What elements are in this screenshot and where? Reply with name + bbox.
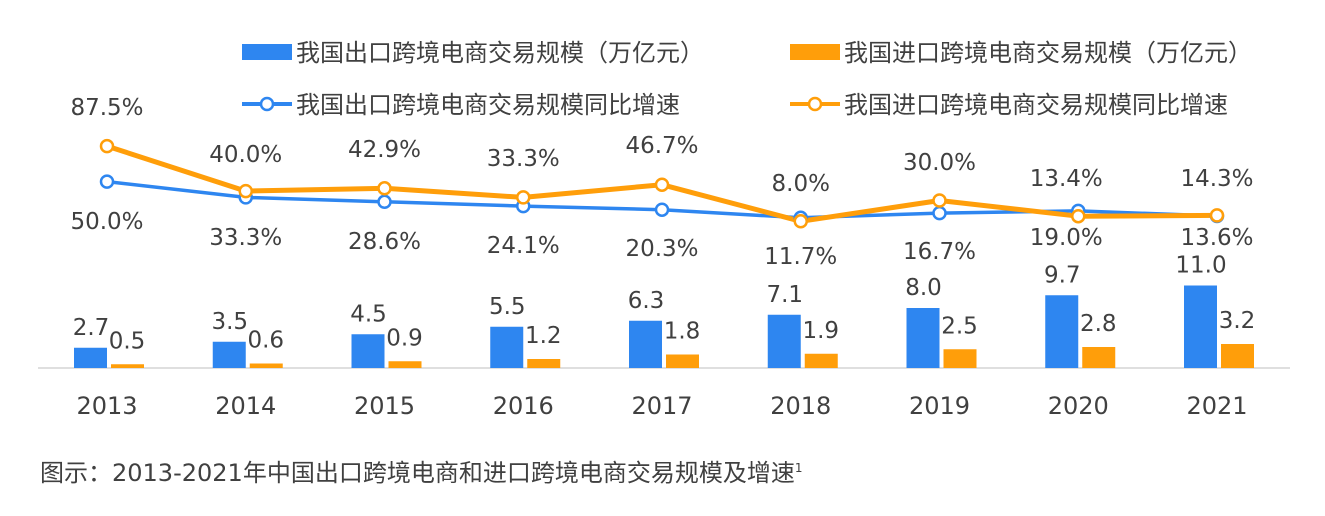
export-bar-label-2014: 3.5 [211, 309, 248, 335]
export-bar-label-2013: 2.7 [73, 315, 110, 341]
import-growth-point-2015 [377, 181, 392, 196]
export-bar-2016 [490, 326, 524, 368]
import-growth-point-2021 [1209, 208, 1225, 223]
legend-marker-3 [259, 96, 275, 112]
legend-label-2: 我国进口跨境电商交易规模（万亿元） [844, 39, 1252, 67]
import-growth-label-2014: 40.0% [209, 142, 282, 168]
legend: 我国出口跨境电商交易规模（万亿元） 我国进口跨境电商交易规模（万亿元） 我国出口跨境… [242, 39, 1252, 119]
import-growth-point-2013 [99, 138, 115, 154]
legend-marker-4 [807, 96, 823, 112]
import-growth-point-2017 [654, 177, 670, 192]
export-bar-label-2018: 7.1 [766, 282, 803, 308]
export-growth-label-2017: 20.3% [625, 236, 698, 262]
import-bar-2015 [388, 361, 422, 368]
legend-label-1: 我国出口跨境电商交易规模（万亿元） [296, 39, 704, 67]
import-growth-label-2020: 13.4% [1030, 166, 1103, 192]
export-bar-label-2016: 5.5 [489, 294, 526, 320]
import-bar-2018 [804, 353, 838, 368]
x-tick-2021: 2021 [1186, 392, 1247, 420]
export-growth-label-2016: 24.1% [487, 233, 560, 259]
export-growth-point-2013 [99, 174, 115, 189]
import-growth-label-2021: 14.3% [1180, 166, 1253, 192]
legend-swatch-2 [790, 44, 840, 60]
import-bar-label-2019: 2.5 [941, 313, 978, 339]
import-bar-2020 [1082, 347, 1116, 368]
import-growth-point-2018 [793, 214, 808, 229]
export-bar-label-2015: 4.5 [350, 301, 387, 327]
figure-caption: 图示：2013-2021年中国出口跨境电商和进口跨境电商交易规模及增速1 [40, 453, 802, 488]
export-bar-label-2020: 9.7 [1044, 262, 1081, 288]
import-bar-2016 [527, 359, 561, 368]
caption-text: 图示：2013-2021年中国出口跨境电商和进口跨境电商交易规模及增速 [40, 459, 795, 487]
x-tick-2013: 2013 [76, 392, 137, 420]
export-bar-2013 [74, 347, 107, 368]
caption-footnote: 1 [794, 461, 803, 475]
data-labels: 2.70.5 3.50.6 4.50.9 5.5 1.2 6.3 1.8 7.1 1.9 8.0 2… [70, 95, 1255, 354]
export-bar-2019 [906, 308, 940, 368]
export-bar-2015 [351, 334, 385, 368]
export-bar-label-2017: 6.3 [628, 288, 665, 314]
import-bar-label-2016: 1.2 [525, 323, 562, 349]
import-growth-label-2015: 42.9% [348, 137, 421, 163]
legend-label-4: 我国进口跨境电商交易规模同比增速 [844, 91, 1228, 119]
import-growth-point-2016 [516, 190, 531, 205]
export-growth-label-2021: 13.6% [1180, 225, 1253, 251]
import-bar-label-2021: 3.2 [1219, 308, 1256, 334]
import-bar-2013 [111, 364, 144, 368]
x-tick-2018: 2018 [770, 392, 831, 420]
export-bar-2021 [1184, 285, 1217, 368]
bars [74, 285, 1254, 368]
export-growth-label-2020: 19.0% [1030, 225, 1103, 251]
import-growth-point-2014 [238, 183, 253, 199]
x-tick-2019: 2019 [909, 392, 970, 420]
export-growth-point-2017 [654, 202, 670, 217]
import-growth-label-2016: 33.3% [487, 146, 560, 172]
legend-label-3: 我国出口跨境电商交易规模同比增速 [296, 91, 680, 119]
import-bar-2019 [943, 349, 977, 368]
export-growth-label-2013: 50.0% [70, 209, 143, 235]
import-growth-point-2020 [1071, 208, 1086, 224]
x-tick-2016: 2016 [493, 392, 554, 420]
import-growth-point-2019 [932, 193, 947, 208]
x-tick-2014: 2014 [215, 392, 276, 420]
export-bar-2018 [767, 314, 801, 368]
lines [99, 138, 1225, 229]
legend-swatch-1 [242, 44, 292, 60]
export-growth-label-2015: 28.6% [348, 229, 421, 255]
import-bar-label-2014: 0.6 [247, 328, 284, 354]
import-bar-label-2013: 0.5 [109, 328, 146, 354]
export-growth-point-2019 [932, 205, 947, 221]
import-growth-label-2019: 30.0% [903, 150, 976, 176]
export-growth-label-2014: 33.3% [209, 225, 282, 251]
export-bar-2020 [1045, 295, 1079, 368]
import-bar-2021 [1221, 344, 1254, 368]
import-bar-2014 [249, 363, 283, 368]
export-bar-2014 [212, 341, 246, 368]
x-tick-2020: 2020 [1048, 392, 1109, 420]
import-growth-label-2013: 87.5% [70, 95, 143, 121]
import-growth-label-2018: 8.0% [772, 171, 830, 197]
x-axis-ticks: 2013 2014 2015 2016 2017 2018 2019 2020 2021 [76, 392, 1247, 420]
import-bar-2017 [666, 354, 699, 368]
x-tick-2015: 2015 [354, 392, 415, 420]
export-growth-label-2018: 11.7% [764, 244, 837, 270]
export-bar-2017 [629, 320, 662, 368]
import-bar-label-2015: 0.9 [386, 325, 423, 351]
import-growth-label-2017: 46.7% [625, 133, 698, 159]
export-growth-point-2015 [377, 194, 392, 210]
export-growth-label-2019: 16.7% [903, 239, 976, 265]
import-bar-label-2020: 2.8 [1080, 311, 1117, 337]
export-bar-label-2019: 8.0 [905, 275, 942, 301]
import-bar-label-2018: 1.9 [802, 318, 839, 344]
export-bar-label-2021: 11.0 [1175, 253, 1226, 279]
import-bar-label-2017: 1.8 [664, 319, 701, 345]
x-tick-2017: 2017 [631, 392, 692, 420]
